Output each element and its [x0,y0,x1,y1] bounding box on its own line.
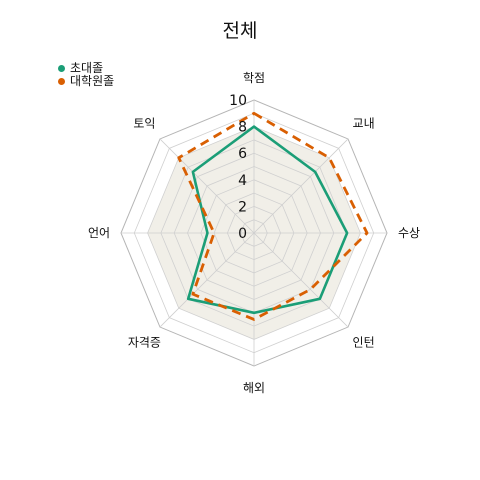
category-label-8: 토익 [133,116,155,130]
series-line-1 [186,125,349,315]
legend-label-series-2: 대학원졸 [70,74,115,88]
chart-title: 전체 [222,20,258,42]
radar-spoke-8 [159,138,255,234]
r-tick-label-4: 6 [238,146,247,162]
radar-spoke-4 [253,232,349,328]
legend-label-series-1: 초대졸 [70,61,104,75]
legend-marker-series-2 [58,78,65,85]
category-label-3: 수상 [398,226,420,240]
category-label-2: 교내 [353,116,375,130]
series-line-2 [177,111,369,321]
r-tick-label-5: 8 [238,120,247,136]
legend-item-series-1: 초대졸 [58,62,114,75]
legend-item-series-2: 대학원졸 [58,75,114,88]
r-tick-label-6: 10 [229,93,247,109]
category-label-4: 인턴 [353,336,375,350]
category-label-6: 자격증 [128,336,161,350]
radar-spoke-2 [253,138,349,234]
r-tick-label-1: 0 [238,226,247,242]
radar-spoke-6 [159,232,255,328]
legend: 초대졸 대학원졸 [58,62,114,88]
category-label-5: 해외 [243,381,265,395]
category-label-7: 언어 [88,226,110,240]
category-label-1: 학점 [243,71,265,85]
r-tick-label-3: 4 [238,173,247,189]
r-tick-label-2: 2 [238,199,247,215]
legend-marker-series-1 [58,65,65,72]
